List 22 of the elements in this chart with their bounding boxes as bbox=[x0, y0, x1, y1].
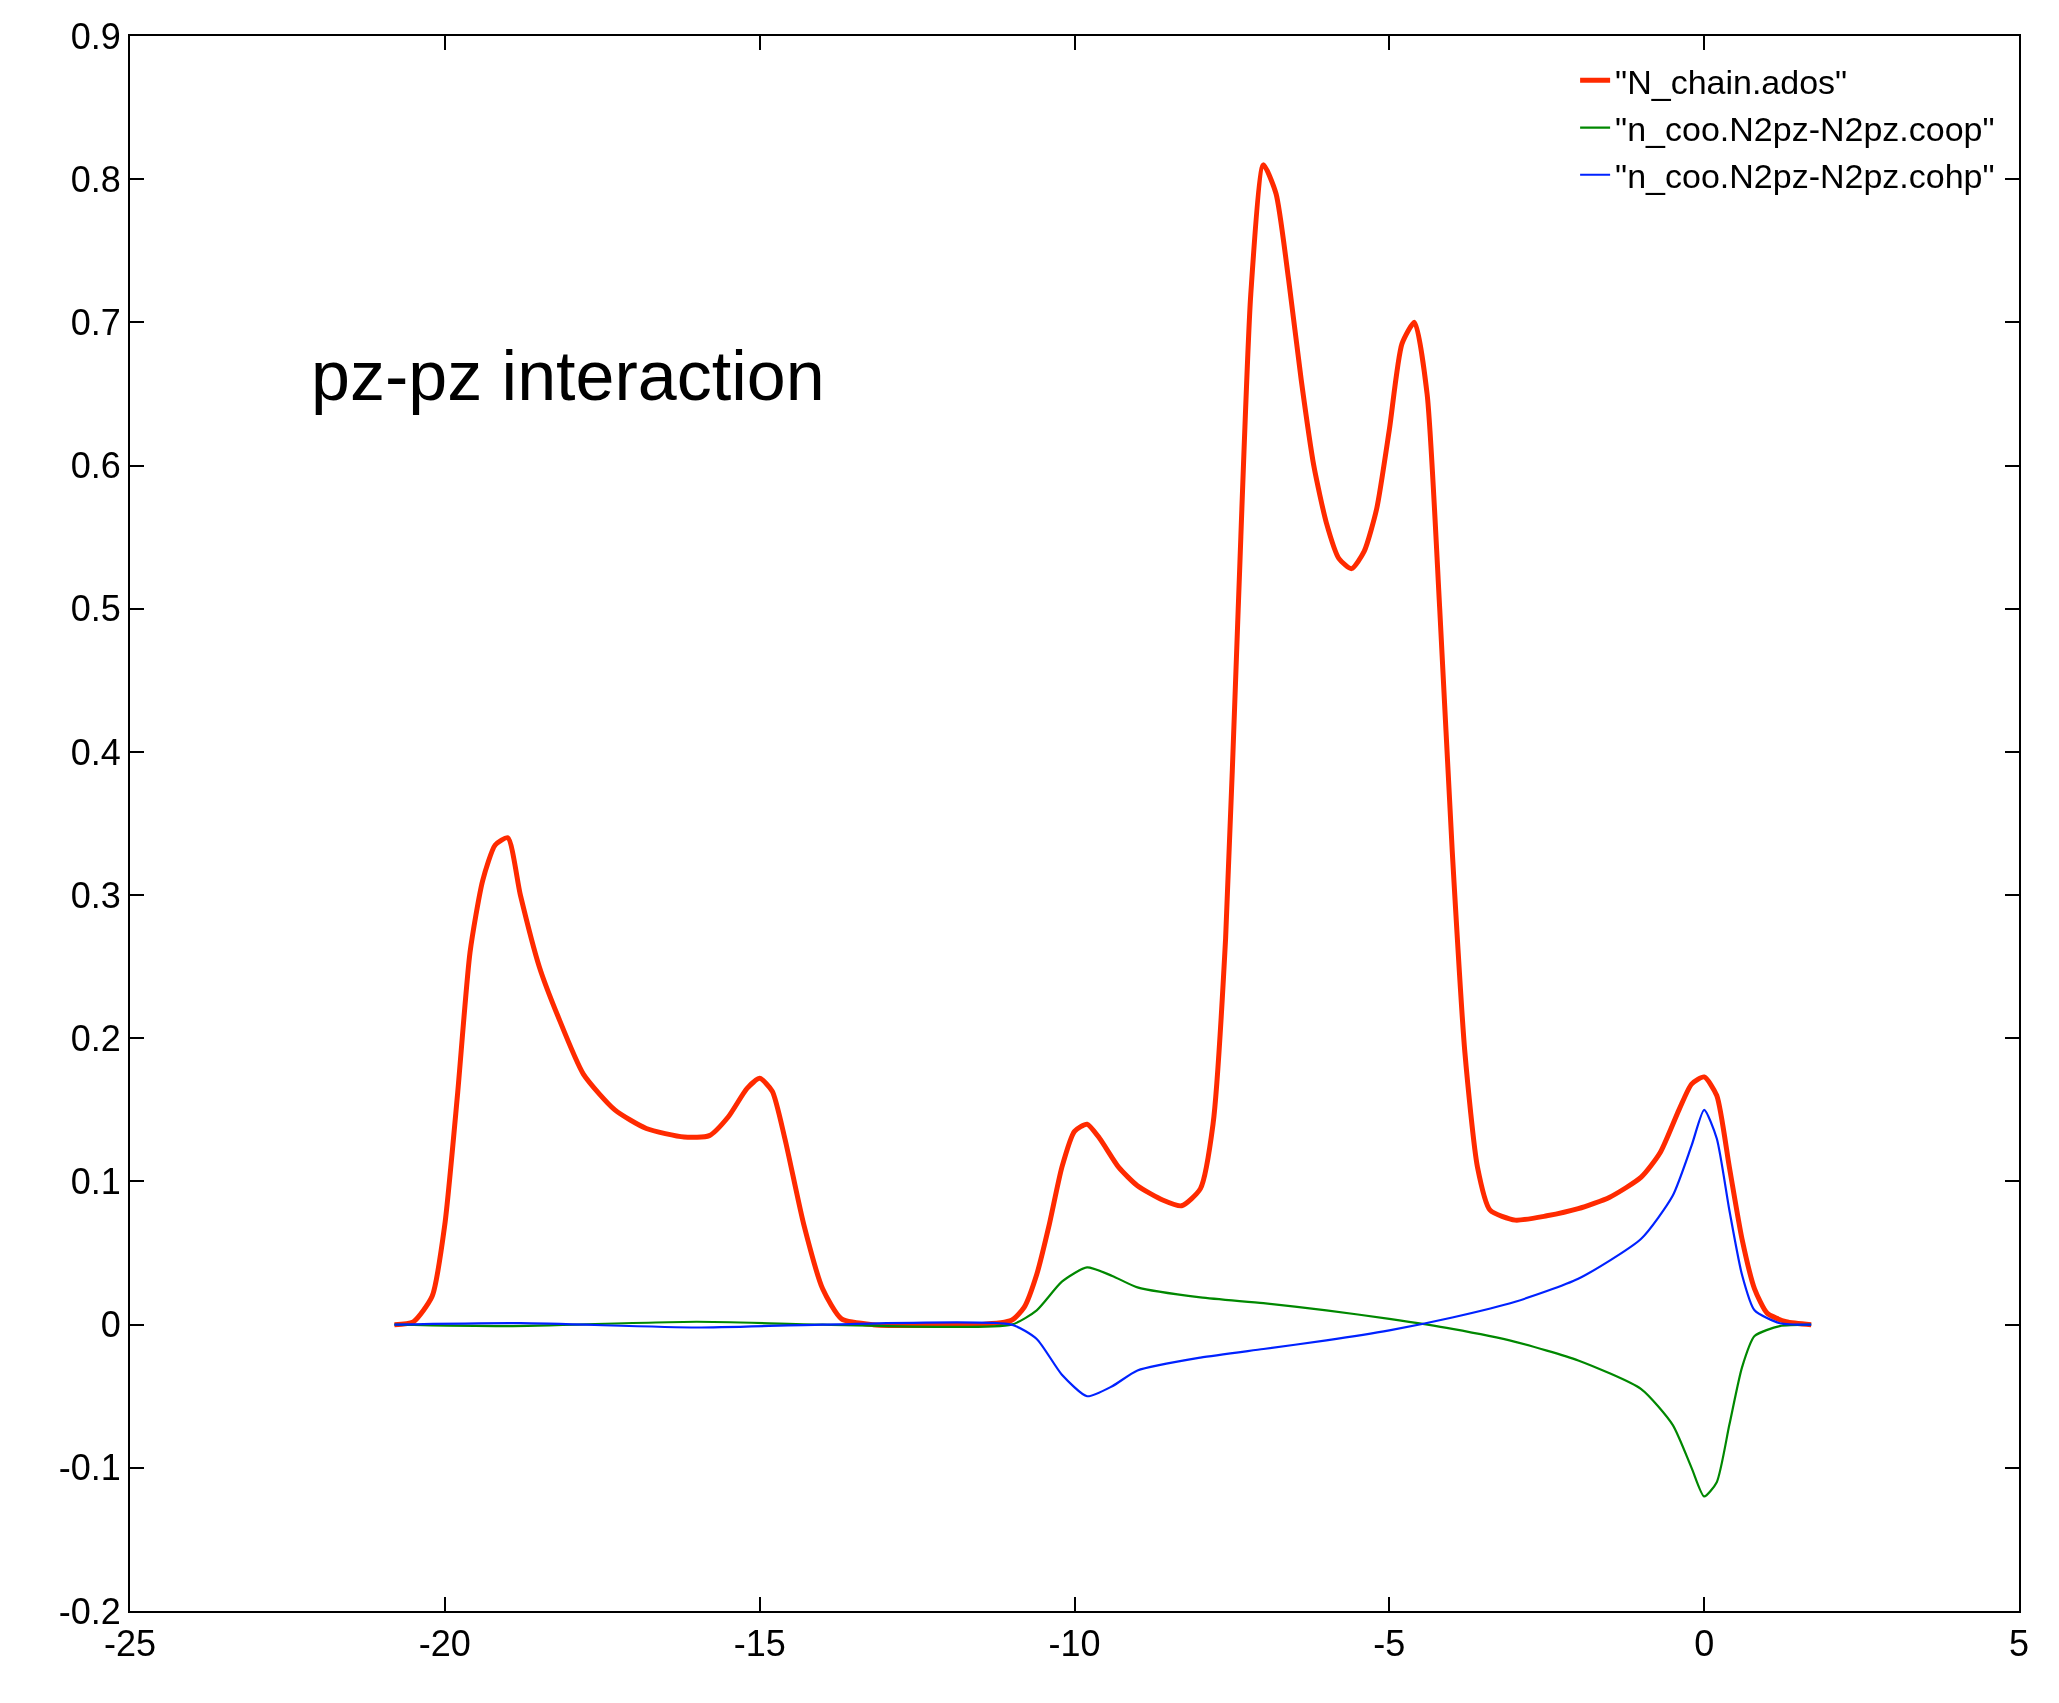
y-tick-label: 0.8 bbox=[70, 158, 121, 200]
y-tick-label: 0.6 bbox=[70, 445, 121, 487]
line-series bbox=[393, 1108, 1813, 1398]
legend-label: "n_coo.N2pz-N2pz.cohp" bbox=[1615, 157, 1995, 196]
y-tick-label: 0.2 bbox=[70, 1017, 121, 1059]
x-tick-label: 5 bbox=[2008, 1623, 2030, 1665]
y-tick-label: -0.1 bbox=[58, 1447, 121, 1489]
legend-label: "N_chain.ados" bbox=[1615, 62, 1848, 101]
x-tick-label: -15 bbox=[733, 1623, 786, 1665]
x-tick-label: -10 bbox=[1048, 1623, 1101, 1665]
y-tick-label: 0.1 bbox=[70, 1161, 121, 1203]
y-tick-label: 0.3 bbox=[70, 874, 121, 916]
y-tick-label: 0.7 bbox=[70, 301, 121, 343]
y-tick-label: 0.4 bbox=[70, 731, 121, 773]
legend-label: "n_coo.N2pz-N2pz.coop" bbox=[1615, 109, 1995, 148]
annotation: pz-pz interaction bbox=[311, 337, 825, 415]
x-tick-label: -5 bbox=[1373, 1623, 1406, 1665]
y-tick-label: 0 bbox=[100, 1304, 121, 1346]
y-tick-label: 0.5 bbox=[70, 588, 121, 630]
y-tick-label: 0.9 bbox=[70, 15, 121, 57]
x-tick-label: -20 bbox=[418, 1623, 471, 1665]
x-tick-label: 0 bbox=[1694, 1623, 1715, 1665]
